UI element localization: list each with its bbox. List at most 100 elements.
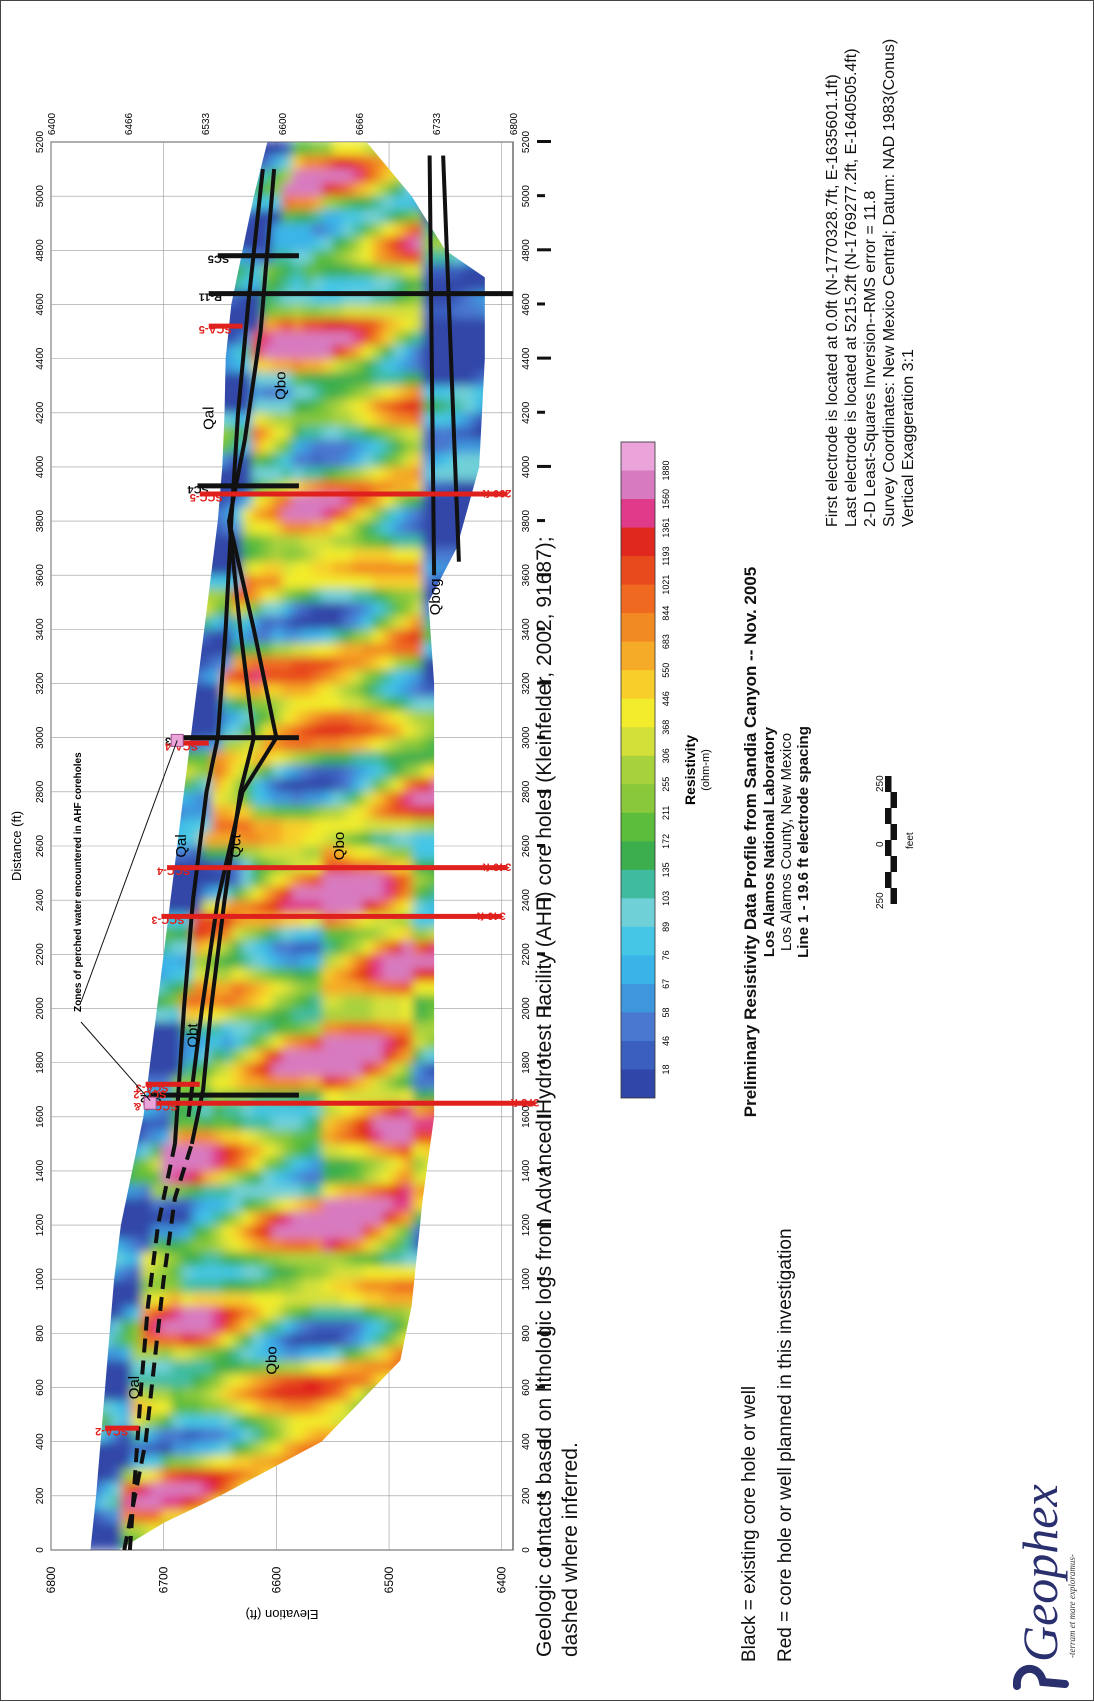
resistivity-cell (51, 479, 63, 494)
resistivity-cell (433, 682, 445, 697)
resistivity-cell (392, 750, 404, 765)
resistivity-cell (413, 872, 425, 887)
resistivity-cell (493, 1400, 505, 1415)
resistivity-cell (473, 344, 485, 359)
resistivity-cell (51, 614, 63, 629)
resistivity-cell (372, 262, 384, 277)
resistivity-cell (453, 181, 465, 196)
resistivity-cell (362, 1034, 374, 1049)
resistivity-cell (282, 1535, 294, 1550)
resistivity-cell (212, 1427, 224, 1442)
resistivity-cell (372, 547, 384, 562)
resistivity-cell (51, 993, 63, 1008)
resistivity-cell (131, 1142, 143, 1157)
resistivity-cell (131, 804, 143, 819)
resistivity-cell (463, 723, 475, 738)
resistivity-cell (192, 1318, 204, 1333)
resistivity-cell (473, 628, 485, 643)
resistivity-cell (453, 641, 465, 656)
x-tick-label-bottom: 3000 (521, 726, 532, 749)
resistivity-cell (302, 763, 314, 778)
resistivity-cell (91, 723, 103, 738)
resistivity-cell (352, 1413, 364, 1428)
resistivity-cell (51, 1088, 63, 1103)
resistivity-cell (413, 411, 425, 426)
resistivity-cell (413, 723, 425, 738)
resistivity-cell (232, 1278, 244, 1293)
resistivity-cell (453, 817, 465, 832)
resistivity-cell (332, 1007, 344, 1022)
resistivity-cell (81, 1454, 93, 1469)
resistivity-cell (362, 885, 374, 900)
resistivity-cell (91, 1048, 103, 1063)
resistivity-cell (272, 141, 284, 156)
resistivity-cell (121, 330, 133, 345)
resistivity-cell (413, 763, 425, 778)
resistivity-cell (403, 1034, 415, 1049)
resistivity-cell (262, 344, 274, 359)
resistivity-cell (161, 276, 173, 291)
resistivity-cell (91, 1183, 103, 1198)
resistivity-cell (332, 939, 344, 954)
resistivity-cell (473, 750, 485, 765)
resistivity-cell (493, 1061, 505, 1076)
resistivity-cell (81, 1183, 93, 1198)
resistivity-cell (101, 520, 113, 535)
resistivity-cell (342, 1197, 354, 1212)
resistivity-cell (161, 628, 173, 643)
resistivity-cell (121, 682, 133, 697)
resistivity-cell (382, 953, 394, 968)
resistivity-cell (121, 1129, 133, 1144)
resistivity-cell (172, 411, 184, 426)
resistivity-cell (433, 357, 445, 372)
resistivity-cell (111, 465, 123, 480)
resistivity-cell (192, 168, 204, 183)
resistivity-cell (182, 1427, 194, 1442)
resistivity-cell (302, 817, 314, 832)
resistivity-cell (182, 1305, 194, 1320)
resistivity-cell (292, 141, 304, 156)
resistivity-cell (141, 628, 153, 643)
resistivity-cell (332, 1291, 344, 1306)
resistivity-cell (131, 709, 143, 724)
resistivity-cell (111, 696, 123, 711)
resistivity-cell (192, 208, 204, 223)
resistivity-cell (91, 398, 103, 413)
resistivity-cell (242, 885, 254, 900)
resistivity-cell (222, 398, 234, 413)
resistivity-cell (413, 1034, 425, 1049)
resistivity-cell (101, 506, 113, 521)
resistivity-cell (91, 371, 103, 386)
resistivity-cell (151, 344, 163, 359)
resistivity-cell (272, 411, 284, 426)
right-tick-label: 6400 (47, 112, 58, 135)
resistivity-cell (423, 1129, 435, 1144)
resistivity-cell (172, 1508, 184, 1523)
resistivity-cell (413, 885, 425, 900)
resistivity-cell (212, 208, 224, 223)
resistivity-cell (111, 682, 123, 697)
resistivity-cell (242, 1210, 254, 1225)
resistivity-cell (493, 574, 505, 589)
resistivity-cell (121, 587, 133, 602)
resistivity-cell (403, 1494, 415, 1509)
resistivity-cell (302, 831, 314, 846)
resistivity-cell (433, 817, 445, 832)
resistivity-cell (473, 993, 485, 1008)
resistivity-cell (473, 1332, 485, 1347)
resistivity-cell (91, 1034, 103, 1049)
resistivity-cell (332, 1373, 344, 1388)
resistivity-cell (151, 1535, 163, 1550)
resistivity-cell (292, 533, 304, 548)
resistivity-cell (141, 547, 153, 562)
resistivity-cell (121, 601, 133, 616)
resistivity-cell (182, 601, 194, 616)
resistivity-cell (192, 953, 204, 968)
resistivity-cell (322, 614, 334, 629)
resistivity-cell (493, 641, 505, 656)
resistivity-cell (282, 1237, 294, 1252)
resistivity-cell (463, 1291, 475, 1306)
resistivity-cell (453, 1183, 465, 1198)
resistivity-cell (493, 1494, 505, 1509)
resistivity-cell (382, 723, 394, 738)
